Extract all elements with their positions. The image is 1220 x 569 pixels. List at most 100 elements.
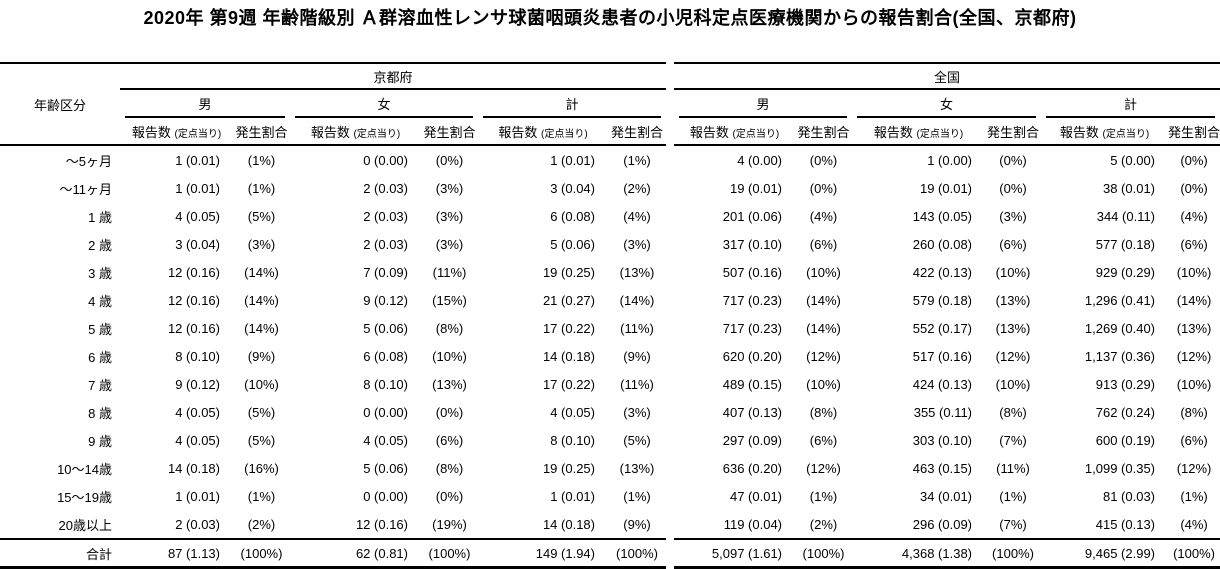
count-cell: 2 (0.03) — [175, 516, 220, 532]
count-cell: 317 (0.10) — [722, 236, 783, 252]
rate-cell: (6%) — [999, 236, 1027, 252]
rate-cell: (1%) — [623, 488, 651, 504]
table-row: 5 歳 12 (0.16) (14%) 5 (0.06) (8%) 17 (0.22) (1… — [0, 314, 666, 342]
count-cell: 717 (0.23) — [722, 320, 783, 336]
table-row: 636 (0.20) (12%) 463 (0.15) (11%) 1,099 (0.3… — [674, 454, 1220, 482]
rate-cell: (4%) — [623, 208, 651, 224]
count-cell: 19 (0.25) — [542, 460, 595, 476]
rate-cell: (4%) — [1180, 516, 1208, 532]
count-cell: 87 (1.13) — [120, 538, 233, 568]
rate-cell: (13%) — [619, 460, 655, 476]
rate-cell: (0%) — [435, 404, 464, 420]
rate-cell: (11%) — [996, 460, 1030, 476]
count-cell: 9 (0.12) — [363, 292, 408, 308]
table-row: 317 (0.10) (6%) 260 (0.08) (6%) 577 (0.18) (6… — [674, 230, 1220, 258]
age-cell: 4 歳 — [88, 293, 112, 309]
count-cell: 12 (0.16) — [167, 264, 220, 280]
rate-cell: (10%) — [995, 376, 1031, 392]
count-cell: 296 (0.09) — [912, 516, 973, 532]
count-cell: 4 (0.05) — [175, 404, 220, 420]
rate-cell: (13%) — [432, 376, 467, 392]
rate-cell: (0%) — [999, 180, 1027, 196]
count-cell: 4 (0.05) — [363, 432, 408, 448]
count-cell: 1 (0.01) — [175, 152, 220, 168]
count-cell: 38 (0.01) — [1102, 180, 1156, 196]
rate-cell: (100%) — [795, 538, 853, 568]
count-cell: 5 (0.06) — [363, 320, 408, 336]
count-cell: 489 (0.15) — [722, 376, 783, 392]
rate-cell: (8%) — [999, 404, 1027, 420]
total-row: 合計 87 (1.13) (100%) 62 (0.81) (100%) 149 (1.9… — [0, 538, 667, 568]
rate-cell: (5%) — [247, 404, 276, 420]
count-cell: 579 (0.18) — [912, 292, 973, 308]
table-row: 489 (0.15) (10%) 424 (0.13) (10%) 913 (0.29)… — [674, 370, 1220, 398]
rate-cell: (11%) — [432, 264, 467, 280]
rate-header: 発生割合 — [233, 118, 290, 146]
count-cell: 407 (0.13) — [722, 404, 783, 420]
rate-cell: (13%) — [619, 264, 655, 280]
table-row: 〜5ヶ月 1 (0.01) (1%) 0 (0.00) (0%) 1 (0.01) (1%) — [0, 145, 666, 174]
national-table-body: 4 (0.00) (0%) 1 (0.00) (0%) 5 (0.00) (0%) 19 (… — [674, 145, 1220, 568]
rate-cell: (13%) — [1176, 320, 1212, 336]
rate-cell: (12%) — [806, 460, 841, 476]
report-table-container: 年齢区分 京都府 男 女 計 報告数 (定点当り) 発生割合 報告数 (定点当り… — [0, 62, 1220, 569]
count-cell: 62 (0.81) — [290, 538, 421, 568]
count-cell: 1 (0.01) — [550, 152, 595, 168]
region-header-national: 全国 — [674, 63, 1220, 90]
count-cell: 517 (0.16) — [912, 348, 973, 364]
table-row: 9 歳 4 (0.05) (5%) 4 (0.05) (6%) 8 (0.10) (5%) — [0, 426, 666, 454]
count-cell: 1 (0.01) — [550, 488, 595, 504]
count-cell: 5 (0.00) — [1110, 152, 1156, 168]
count-cell: 201 (0.06) — [722, 208, 783, 224]
count-cell: 297 (0.09) — [722, 432, 783, 448]
rate-cell: (3%) — [435, 180, 464, 196]
count-cell: 1,099 (0.35) — [1084, 460, 1156, 476]
count-cell: 762 (0.24) — [1095, 404, 1156, 420]
rate-cell: (15%) — [432, 292, 467, 308]
table-row: 1 歳 4 (0.05) (5%) 2 (0.03) (3%) 6 (0.08) (4%) — [0, 202, 666, 230]
rate-cell: (10%) — [1176, 376, 1212, 392]
rate-cell: (8%) — [1180, 404, 1208, 420]
age-cell: 20歳以上 — [58, 517, 112, 533]
count-cell: 1,137 (0.36) — [1084, 348, 1156, 364]
rate-cell: (1%) — [1180, 488, 1208, 504]
count-cell: 507 (0.16) — [722, 264, 783, 280]
sex-header-female: 女 — [852, 90, 1041, 118]
count-cell: 8 (0.10) — [363, 376, 408, 392]
count-cell: 913 (0.29) — [1095, 376, 1156, 392]
rate-cell: (7%) — [999, 432, 1027, 448]
table-row: 15〜19歳 1 (0.01) (1%) 0 (0.00) (0%) 1 (0.01) (1… — [0, 482, 666, 510]
count-cell: 14 (0.18) — [542, 516, 595, 532]
rate-cell: (10%) — [806, 264, 841, 280]
rate-cell: (10%) — [806, 376, 841, 392]
rate-cell: (1%) — [809, 488, 838, 504]
table-row: 8 歳 4 (0.05) (5%) 0 (0.00) (0%) 4 (0.05) (3%) — [0, 398, 666, 426]
rate-cell: (9%) — [247, 348, 276, 364]
count-cell: 7 (0.09) — [363, 264, 408, 280]
rate-cell: (11%) — [620, 376, 654, 392]
rate-cell: (3%) — [435, 208, 464, 224]
count-cell: 1 (0.01) — [175, 180, 220, 196]
rate-cell: (6%) — [435, 432, 464, 448]
rate-cell: (12%) — [1176, 460, 1212, 476]
rate-cell: (16%) — [244, 460, 279, 476]
rate-cell: (2%) — [247, 516, 276, 532]
table-row: 4 (0.00) (0%) 1 (0.00) (0%) 5 (0.00) (0%) — [674, 145, 1220, 174]
rate-cell: (4%) — [809, 208, 838, 224]
sex-header-male: 男 — [674, 90, 852, 118]
count-header: 報告数 (定点当り) — [674, 118, 796, 146]
count-cell: 303 (0.10) — [912, 432, 973, 448]
rate-cell: (12%) — [1176, 348, 1212, 364]
count-cell: 12 (0.16) — [167, 320, 220, 336]
count-cell: 2 (0.03) — [363, 208, 408, 224]
count-cell: 6 (0.08) — [550, 208, 595, 224]
count-cell: 620 (0.20) — [722, 348, 783, 364]
table-row: 297 (0.09) (6%) 303 (0.10) (7%) 600 (0.19) (6… — [674, 426, 1220, 454]
count-cell: 6 (0.08) — [363, 348, 408, 364]
count-cell: 19 (0.25) — [542, 264, 595, 280]
sex-header-male: 男 — [120, 90, 290, 118]
kyoto-table: 年齢区分 京都府 男 女 計 報告数 (定点当り) 発生割合 報告数 (定点当り… — [0, 62, 667, 569]
rate-cell: (3%) — [435, 236, 464, 252]
age-cell: 7 歳 — [88, 377, 112, 393]
rate-header: 発生割合 — [985, 118, 1042, 146]
